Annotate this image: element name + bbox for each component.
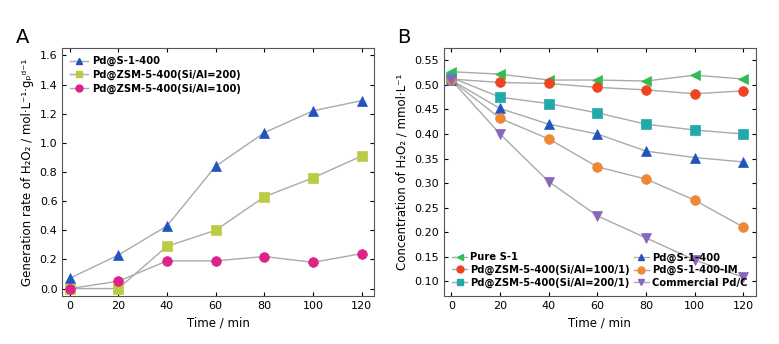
- Pd@S-1-400: [690, 155, 700, 160]
- Pd@S-1-400: [544, 122, 553, 126]
- Line: Pd@ZSM-5-400(Si/Al=100): Pd@ZSM-5-400(Si/Al=100): [65, 249, 367, 293]
- Pd@S-1-400: [162, 224, 171, 228]
- Pd@S-1-400-IM: [641, 177, 650, 181]
- Pd@ZSM-5-400(Si/Al=200/1): [641, 122, 650, 126]
- Pd@ZSM-5-400(Si/Al=200): [162, 244, 171, 248]
- Pd@ZSM-5-400(Si/Al=100): [211, 259, 220, 263]
- Pd@S-1-400-IM: [738, 225, 748, 229]
- X-axis label: Time / min: Time / min: [569, 316, 631, 329]
- Pd@ZSM-5-400(Si/Al=100/1): [495, 80, 505, 85]
- Pure S-1: [446, 69, 456, 74]
- Pd@S-1-400-IM: [495, 116, 505, 120]
- Line: Pure S-1: Pure S-1: [446, 67, 749, 86]
- Pd@S-1-400: [65, 276, 74, 280]
- Commercial Pd/C: [738, 275, 748, 279]
- Pd@ZSM-5-400(Si/Al=200): [211, 228, 220, 232]
- Pd@ZSM-5-400(Si/Al=100): [162, 259, 171, 263]
- Pd@ZSM-5-400(Si/Al=200): [114, 287, 123, 291]
- Y-axis label: Concentration of H₂O₂ / mmol·L⁻¹: Concentration of H₂O₂ / mmol·L⁻¹: [396, 74, 409, 270]
- Line: Commercial Pd/C: Commercial Pd/C: [446, 75, 749, 282]
- Pd@ZSM-5-400(Si/Al=200/1): [495, 95, 505, 99]
- Pd@ZSM-5-400(Si/Al=100): [259, 255, 269, 259]
- Pd@ZSM-5-400(Si/Al=200): [65, 287, 74, 291]
- Pd@ZSM-5-400(Si/Al=200/1): [446, 76, 456, 80]
- Pd@S-1-400: [308, 109, 318, 113]
- Pd@ZSM-5-400(Si/Al=200): [357, 154, 366, 158]
- Line: Pd@S-1-400-IM: Pd@S-1-400-IM: [446, 75, 749, 232]
- Legend: Pd@S-1-400, Pd@ZSM-5-400(Si/Al=200), Pd@ZSM-5-400(Si/Al=100): Pd@S-1-400, Pd@ZSM-5-400(Si/Al=200), Pd@…: [67, 53, 244, 97]
- Commercial Pd/C: [495, 132, 505, 136]
- Pd@ZSM-5-400(Si/Al=100): [357, 251, 366, 256]
- Pd@ZSM-5-400(Si/Al=200/1): [593, 111, 602, 115]
- Line: Pd@ZSM-5-400(Si/Al=100/1): Pd@ZSM-5-400(Si/Al=100/1): [446, 74, 749, 99]
- Pd@S-1-400: [211, 164, 220, 168]
- Line: Pd@S-1-400: Pd@S-1-400: [65, 96, 367, 283]
- Commercial Pd/C: [446, 78, 456, 82]
- Pd@S-1-400-IM: [446, 78, 456, 82]
- Pd@ZSM-5-400(Si/Al=100): [114, 279, 123, 283]
- Pd@ZSM-5-400(Si/Al=100/1): [446, 77, 456, 81]
- Text: A: A: [16, 28, 29, 47]
- Line: Pd@ZSM-5-400(Si/Al=200): Pd@ZSM-5-400(Si/Al=200): [65, 151, 367, 293]
- Pure S-1: [544, 78, 553, 82]
- Y-axis label: Generation rate of H₂O₂ / mol·L⁻¹·gₚᵈ⁻¹: Generation rate of H₂O₂ / mol·L⁻¹·gₚᵈ⁻¹: [21, 58, 34, 286]
- Pd@ZSM-5-400(Si/Al=200): [259, 195, 269, 199]
- Pd@ZSM-5-400(Si/Al=200/1): [690, 128, 700, 132]
- Pd@S-1-400: [357, 98, 366, 103]
- Pd@S-1-400-IM: [690, 198, 700, 202]
- Line: Pd@ZSM-5-400(Si/Al=200/1): Pd@ZSM-5-400(Si/Al=200/1): [446, 73, 749, 139]
- Pd@S-1-400: [259, 131, 269, 135]
- Commercial Pd/C: [641, 236, 650, 240]
- Pd@ZSM-5-400(Si/Al=100/1): [593, 85, 602, 89]
- X-axis label: Time / min: Time / min: [187, 316, 249, 329]
- Pd@ZSM-5-400(Si/Al=100/1): [690, 92, 700, 96]
- Text: B: B: [397, 28, 411, 47]
- Pd@ZSM-5-400(Si/Al=200/1): [738, 132, 748, 136]
- Pure S-1: [641, 79, 650, 83]
- Pure S-1: [690, 73, 700, 77]
- Pure S-1: [495, 72, 505, 76]
- Pd@S-1-400: [495, 106, 505, 110]
- Commercial Pd/C: [544, 180, 553, 184]
- Pd@S-1-400: [446, 78, 456, 82]
- Legend: Pure S-1, Pd@ZSM-5-400(Si/Al=100/1), Pd@ZSM-5-400(Si/Al=200/1), Pd@S-1-400, Pd@S: Pure S-1, Pd@ZSM-5-400(Si/Al=100/1), Pd@…: [449, 249, 750, 291]
- Pd@S-1-400-IM: [544, 137, 553, 141]
- Pd@ZSM-5-400(Si/Al=100/1): [544, 82, 553, 86]
- Line: Pd@S-1-400: Pd@S-1-400: [446, 75, 749, 167]
- Pd@ZSM-5-400(Si/Al=200/1): [544, 101, 553, 106]
- Pd@S-1-400: [593, 132, 602, 136]
- Pd@ZSM-5-400(Si/Al=100): [308, 260, 318, 265]
- Pd@S-1-400: [738, 160, 748, 164]
- Pd@S-1-400-IM: [593, 165, 602, 169]
- Commercial Pd/C: [690, 258, 700, 262]
- Pd@ZSM-5-400(Si/Al=100/1): [641, 88, 650, 92]
- Pd@ZSM-5-400(Si/Al=100): [65, 287, 74, 291]
- Pd@S-1-400: [114, 253, 123, 257]
- Pd@ZSM-5-400(Si/Al=100/1): [738, 89, 748, 93]
- Pure S-1: [738, 77, 748, 81]
- Pd@ZSM-5-400(Si/Al=200): [308, 176, 318, 180]
- Pd@S-1-400: [641, 149, 650, 153]
- Pure S-1: [593, 78, 602, 82]
- Commercial Pd/C: [593, 214, 602, 218]
